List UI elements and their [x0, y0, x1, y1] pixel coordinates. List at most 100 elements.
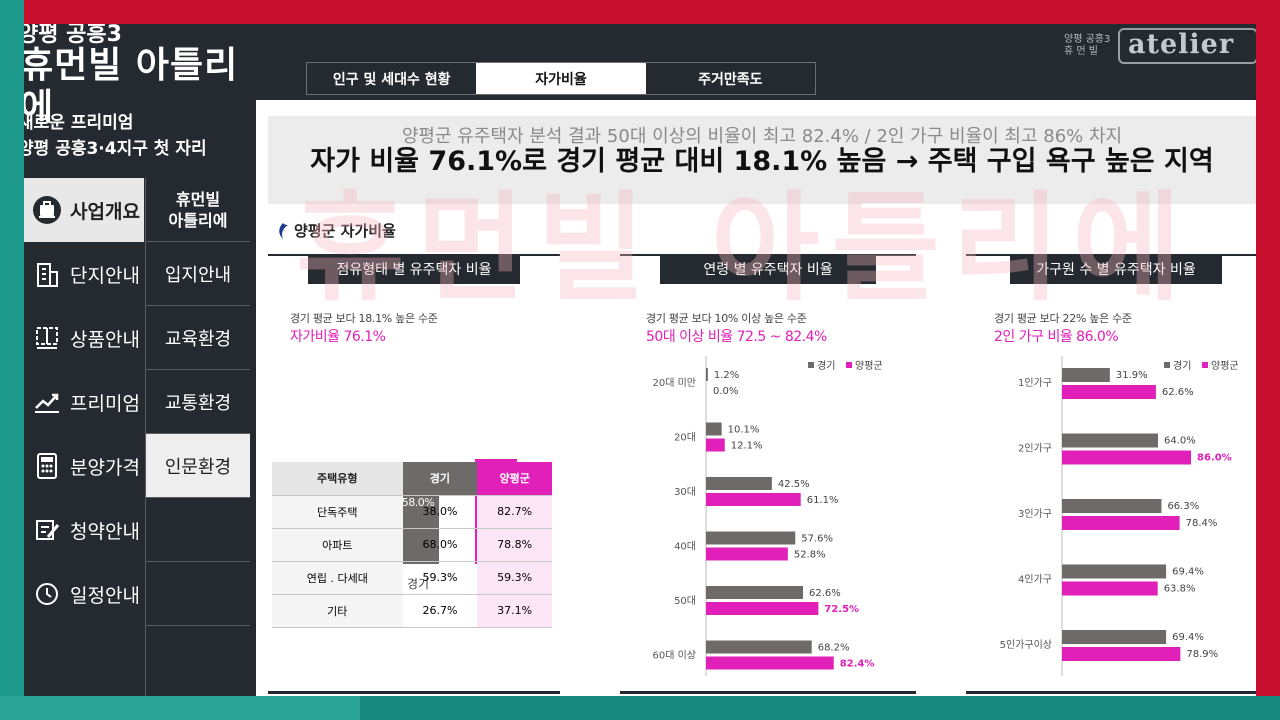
category-label: 3인가구: [1018, 508, 1052, 520]
category-label: 50대: [674, 595, 696, 607]
bar-gyeonggi: [1062, 564, 1167, 579]
bar-gyeonggi: [1062, 368, 1110, 382]
chart-household-bars: 경기 양평군 1인가구 31.9% 62.6% 2인가구 64.0%86.0% 3인가구 66.…: [1000, 356, 1239, 676]
data-label: 82.4%: [840, 659, 875, 670]
calculator-icon: [24, 452, 70, 480]
bar-gyeonggi: [706, 531, 796, 545]
table-cell: 59.3%: [402, 561, 478, 595]
bar-gyeonggi: [706, 640, 812, 654]
frame-accent-left: [0, 0, 24, 720]
data-label: 72.5%: [824, 604, 859, 615]
section-title-text: 양평군 자가비율: [294, 222, 396, 240]
panel-note: 경기 평균 보다 10% 이상 높은 수준: [646, 312, 807, 325]
sidebar-item-label: 일정안내: [70, 584, 140, 607]
category-label: 20대: [674, 432, 696, 444]
sidebar-main: 사업개요 단지안내 상품안내 프리미엄 분양가격: [24, 178, 144, 626]
sidebar-item-complex[interactable]: 단지안내: [24, 242, 144, 306]
data-label: 62.6%: [809, 588, 841, 599]
bar-gyeonggi: [706, 368, 708, 381]
category-label: 40대: [674, 541, 696, 553]
table-header: 경기: [402, 462, 478, 496]
tab-population[interactable]: 인구 및 세대수 현황: [307, 63, 477, 94]
housing-type-table: 주택유형 경기 양평군 단독주택 38.0% 82.7% 아파트 68.0% 7…: [272, 462, 552, 628]
sidebar-item-subscription[interactable]: 청약안내: [24, 498, 144, 562]
data-label: 61.1%: [807, 495, 839, 506]
trend-icon: [24, 390, 70, 414]
header-subtitle-line2: 양평 공흥3·4지구 첫 자리: [24, 139, 207, 159]
content-area: 양평군 유주택자 분석 결과 50대 이상의 비율이 최고 82.4% / 2인…: [256, 100, 1256, 696]
bar-yangpyeong: [1062, 385, 1156, 399]
sidebar-sub-item-education[interactable]: 교육환경: [146, 306, 250, 370]
header-title-line3: 에: [24, 87, 54, 128]
logo-small-line1: 양평 공흥3: [1064, 34, 1111, 45]
sidebar-item-label: 상품안내: [70, 328, 140, 351]
data-label: 69.4%: [1172, 567, 1204, 578]
tab-ownership[interactable]: 자가비율: [476, 63, 646, 94]
table-row: 단독주택 38.0% 82.7%: [272, 495, 552, 529]
chart-age-bars: 경기 양평군 20대 미만 1.2% 0.0% 20대 10.1% 12.1% 30대 42.5%…: [652, 356, 883, 676]
panel-household: 가구원 수 별 유주택자 비율 경기 평균 보다 22% 높은 수준 2인 가구…: [966, 254, 1256, 694]
table-cell: 아파트: [272, 528, 403, 562]
data-label: 12.1%: [731, 441, 763, 452]
legend-swatch: [1202, 362, 1208, 368]
logo-small-line2: 휴 먼 빌: [1064, 46, 1098, 57]
bar-gyeonggi: [1062, 630, 1167, 644]
data-label: 57.6%: [801, 534, 833, 545]
legend-label: 양평군: [1211, 360, 1239, 372]
data-label: 1.2%: [714, 370, 739, 381]
bar-yangpyeong: [1062, 516, 1180, 530]
data-label: 31.9%: [1116, 370, 1148, 381]
form-icon: [24, 517, 70, 543]
panel-highlight: 2인 가구 비율 86.0%: [994, 329, 1119, 345]
sidebar-item-business[interactable]: 사업개요: [24, 178, 144, 242]
data-label: 62.6%: [1162, 387, 1194, 398]
bar-yangpyeong: [1062, 581, 1158, 596]
data-label: 69.4%: [1172, 632, 1204, 643]
panel-note: 경기 평균 보다 18.1% 높은 수준: [290, 312, 438, 325]
tab-bar: 인구 및 세대수 현황 자가비율 주거만족도: [306, 62, 816, 95]
data-label: 68.2%: [818, 643, 850, 654]
sidebar-item-premium[interactable]: 프리미엄: [24, 370, 144, 434]
bar-yangpyeong: [706, 438, 725, 452]
sidebar-item-price[interactable]: 분양가격: [24, 434, 144, 498]
sidebar-sub-item-transport[interactable]: 교통환경: [146, 370, 250, 434]
bar-yangpyeong: [706, 656, 834, 670]
table-row: 연립 . 다세대 59.3% 59.3%: [272, 561, 552, 595]
data-label: 42.5%: [778, 479, 810, 490]
legend-label: 경기: [1173, 359, 1191, 372]
bar-gyeonggi: [1062, 433, 1158, 448]
sidebar-item-label: 사업개요: [70, 200, 140, 223]
category-label: 1인가구: [1018, 377, 1052, 389]
data-label: 63.8%: [1164, 584, 1196, 595]
table-header: 주택유형: [272, 462, 403, 496]
sidebar-sub-empty: [146, 562, 250, 626]
header-title-line1: 양평 공흥3: [24, 24, 122, 47]
data-label: 0.0%: [713, 386, 738, 397]
table-cell: 연립 . 다세대: [272, 561, 403, 595]
category-label: 5인가구이상: [1000, 639, 1052, 651]
tab-satisfaction[interactable]: 주거만족도: [645, 63, 815, 94]
presentation-screen: 양평 공흥3 휴먼빌 아틀리 에 새로운 프리미엄 양평 공흥3·4지구 첫 자…: [24, 24, 1256, 696]
table-cell: 37.1%: [477, 594, 552, 628]
sidebar-item-product[interactable]: 상품안내: [24, 306, 144, 370]
data-label: 10.1%: [728, 425, 760, 436]
headline-text: 자가 비율 76.1%로 경기 평균 대비 18.1% 높음 → 주택 구입 욕…: [310, 146, 1214, 177]
sidebar-item-label: 분양가격: [70, 456, 140, 479]
bar-gyeonggi: [1062, 499, 1162, 513]
table-cell: 26.7%: [402, 594, 478, 628]
sidebar-sub-item-humanities[interactable]: 인문환경: [146, 434, 250, 498]
business-icon: [24, 195, 70, 225]
sidebar-sub-empty: [146, 498, 250, 562]
sidebar-item-schedule[interactable]: 일정안내: [24, 562, 144, 626]
data-label: 52.8%: [794, 550, 826, 561]
table-cell: 38.0%: [402, 495, 478, 529]
leaf-icon: [279, 222, 288, 239]
sidebar-sub-item-location[interactable]: 입지안내: [146, 242, 250, 306]
panel-bottom-rule: [966, 691, 1256, 694]
legend-label: 양평군: [855, 360, 883, 372]
bar-yangpyeong: [706, 547, 788, 561]
panel-title: 가구원 수 별 유주택자 비율: [1010, 254, 1222, 284]
panel-highlight: 자가비율 76.1%: [290, 329, 386, 345]
category-label: 4인가구: [1018, 574, 1052, 586]
sidebar-item-label: 단지안내: [70, 264, 140, 287]
